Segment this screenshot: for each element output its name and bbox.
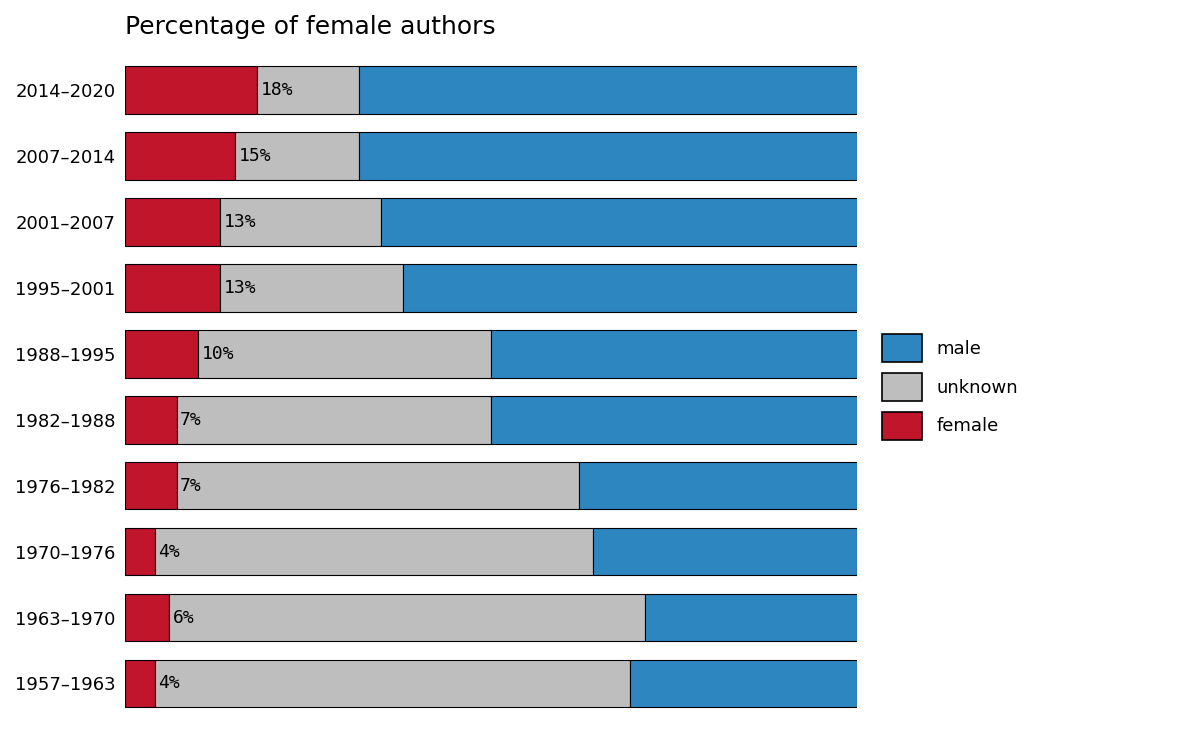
Text: 13%: 13% [224,213,257,231]
Text: 4%: 4% [158,675,180,692]
Text: 18%: 18% [260,81,293,99]
Bar [594,528,857,576]
Bar [125,660,155,707]
Text: 7%: 7% [180,411,202,429]
Bar [644,594,857,641]
Bar [125,396,176,444]
Bar [125,594,169,641]
Text: 10%: 10% [202,345,235,363]
Bar [360,66,857,114]
Bar [578,462,857,509]
Text: 7%: 7% [180,477,202,494]
Bar [125,199,221,246]
Bar [176,462,578,509]
Bar [125,462,176,509]
Bar [125,528,155,576]
Text: 13%: 13% [224,279,257,297]
Bar [155,528,594,576]
Bar [125,132,235,180]
Text: Percentage of female authors: Percentage of female authors [125,15,496,39]
Bar [235,132,360,180]
Bar [176,396,491,444]
Bar [382,199,857,246]
Bar [491,330,857,378]
Bar [125,264,221,311]
Bar [198,330,491,378]
Bar [221,199,382,246]
Bar [125,66,257,114]
Text: 15%: 15% [239,147,271,165]
Bar [125,330,198,378]
Bar [221,264,403,311]
Legend: male, unknown, female: male, unknown, female [874,325,1027,449]
Text: 4%: 4% [158,542,180,561]
Bar [155,660,630,707]
Text: 6%: 6% [173,609,194,627]
Bar [491,396,857,444]
Bar [257,66,360,114]
Bar [169,594,644,641]
Bar [360,132,857,180]
Bar [630,660,857,707]
Bar [403,264,857,311]
